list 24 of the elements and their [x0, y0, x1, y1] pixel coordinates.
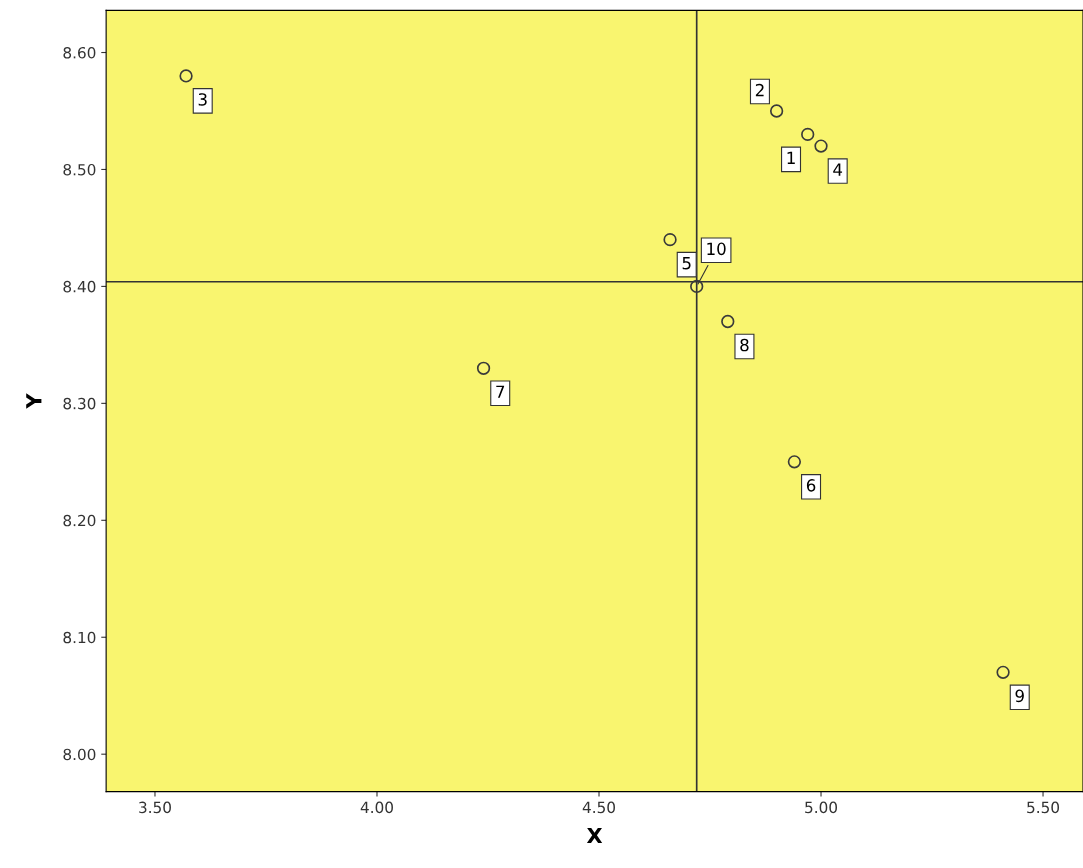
- annotation: 2: [755, 83, 764, 97]
- y-tick-label: 8.20: [63, 514, 96, 527]
- annotation: 4: [833, 163, 843, 176]
- annotation: 9: [1015, 689, 1024, 703]
- x-tick-label: 3.50: [139, 801, 171, 814]
- y-tick-label: 8.40: [63, 280, 96, 293]
- annotation: 6: [806, 479, 816, 492]
- annotation: 8: [740, 338, 749, 352]
- annotation: 7: [496, 385, 505, 398]
- annotation: 1: [787, 151, 795, 164]
- y-tick-label: 8.00: [63, 748, 96, 761]
- annotation: 3: [198, 93, 207, 106]
- y-tick-label: 8.30: [63, 397, 96, 410]
- annotation: 5: [682, 257, 691, 270]
- y-tick-label: 8.60: [63, 46, 96, 59]
- x-tick-label: 5.00: [805, 801, 838, 814]
- y-axis-title: Y: [26, 393, 42, 409]
- y-tick-label: 8.10: [63, 631, 96, 644]
- annotation: 10: [707, 242, 726, 256]
- x-tick-label: 4.00: [360, 801, 393, 814]
- x-tick-label: 4.50: [582, 801, 615, 814]
- x-tick-label: 5.50: [1027, 801, 1060, 814]
- y-tick-label: 8.50: [63, 163, 96, 176]
- x-axis-title: X: [586, 827, 603, 844]
